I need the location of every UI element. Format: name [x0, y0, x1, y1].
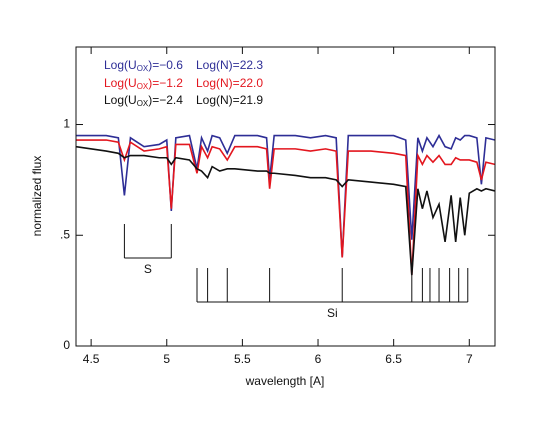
legend-text: Log(U — [104, 58, 137, 72]
x-axis-label: wavelength [A] — [245, 374, 325, 388]
legend-text: Log(U — [104, 93, 137, 107]
legend-entry: Log(UOX)=−0.6 — [104, 58, 183, 73]
y-tick-label: .5 — [60, 227, 70, 241]
legend-entry: Log(UOX)=−2.4 — [104, 93, 183, 108]
legend-subscript: OX — [137, 82, 149, 91]
legend-text: )=−2.4 — [148, 93, 183, 107]
legend-text: )=−0.6 — [148, 58, 183, 72]
legend-density: Log(N)=22.3 — [196, 58, 263, 72]
x-tick-label: 6 — [315, 352, 322, 366]
y-tick-label: 0 — [63, 338, 70, 352]
annotation-label: Si — [327, 306, 338, 320]
spectrum-line — [76, 133, 495, 258]
y-tick-label: 1 — [63, 117, 70, 131]
x-tick-label: 5.5 — [234, 352, 251, 366]
y-axis-label: normalized flux — [30, 156, 44, 237]
x-tick-label: 5 — [163, 352, 170, 366]
legend-entry: Log(UOX)=−1.2 — [104, 76, 183, 91]
legend-subscript: OX — [137, 99, 149, 108]
x-tick-label: 4.5 — [83, 352, 100, 366]
legend-subscript: OX — [137, 64, 149, 73]
legend-density: Log(N)=22.0 — [196, 76, 263, 90]
legend-text: )=−1.2 — [148, 76, 183, 90]
legend-text: Log(U — [104, 76, 137, 90]
spectrum-line — [76, 145, 495, 276]
x-tick-label: 6.5 — [385, 352, 402, 366]
plot-frame — [75, 46, 496, 347]
spectrum-line — [76, 139, 495, 276]
annotation-label: S — [144, 262, 152, 276]
x-tick-label: 7 — [466, 352, 473, 366]
legend-density: Log(N)=21.9 — [196, 93, 263, 107]
